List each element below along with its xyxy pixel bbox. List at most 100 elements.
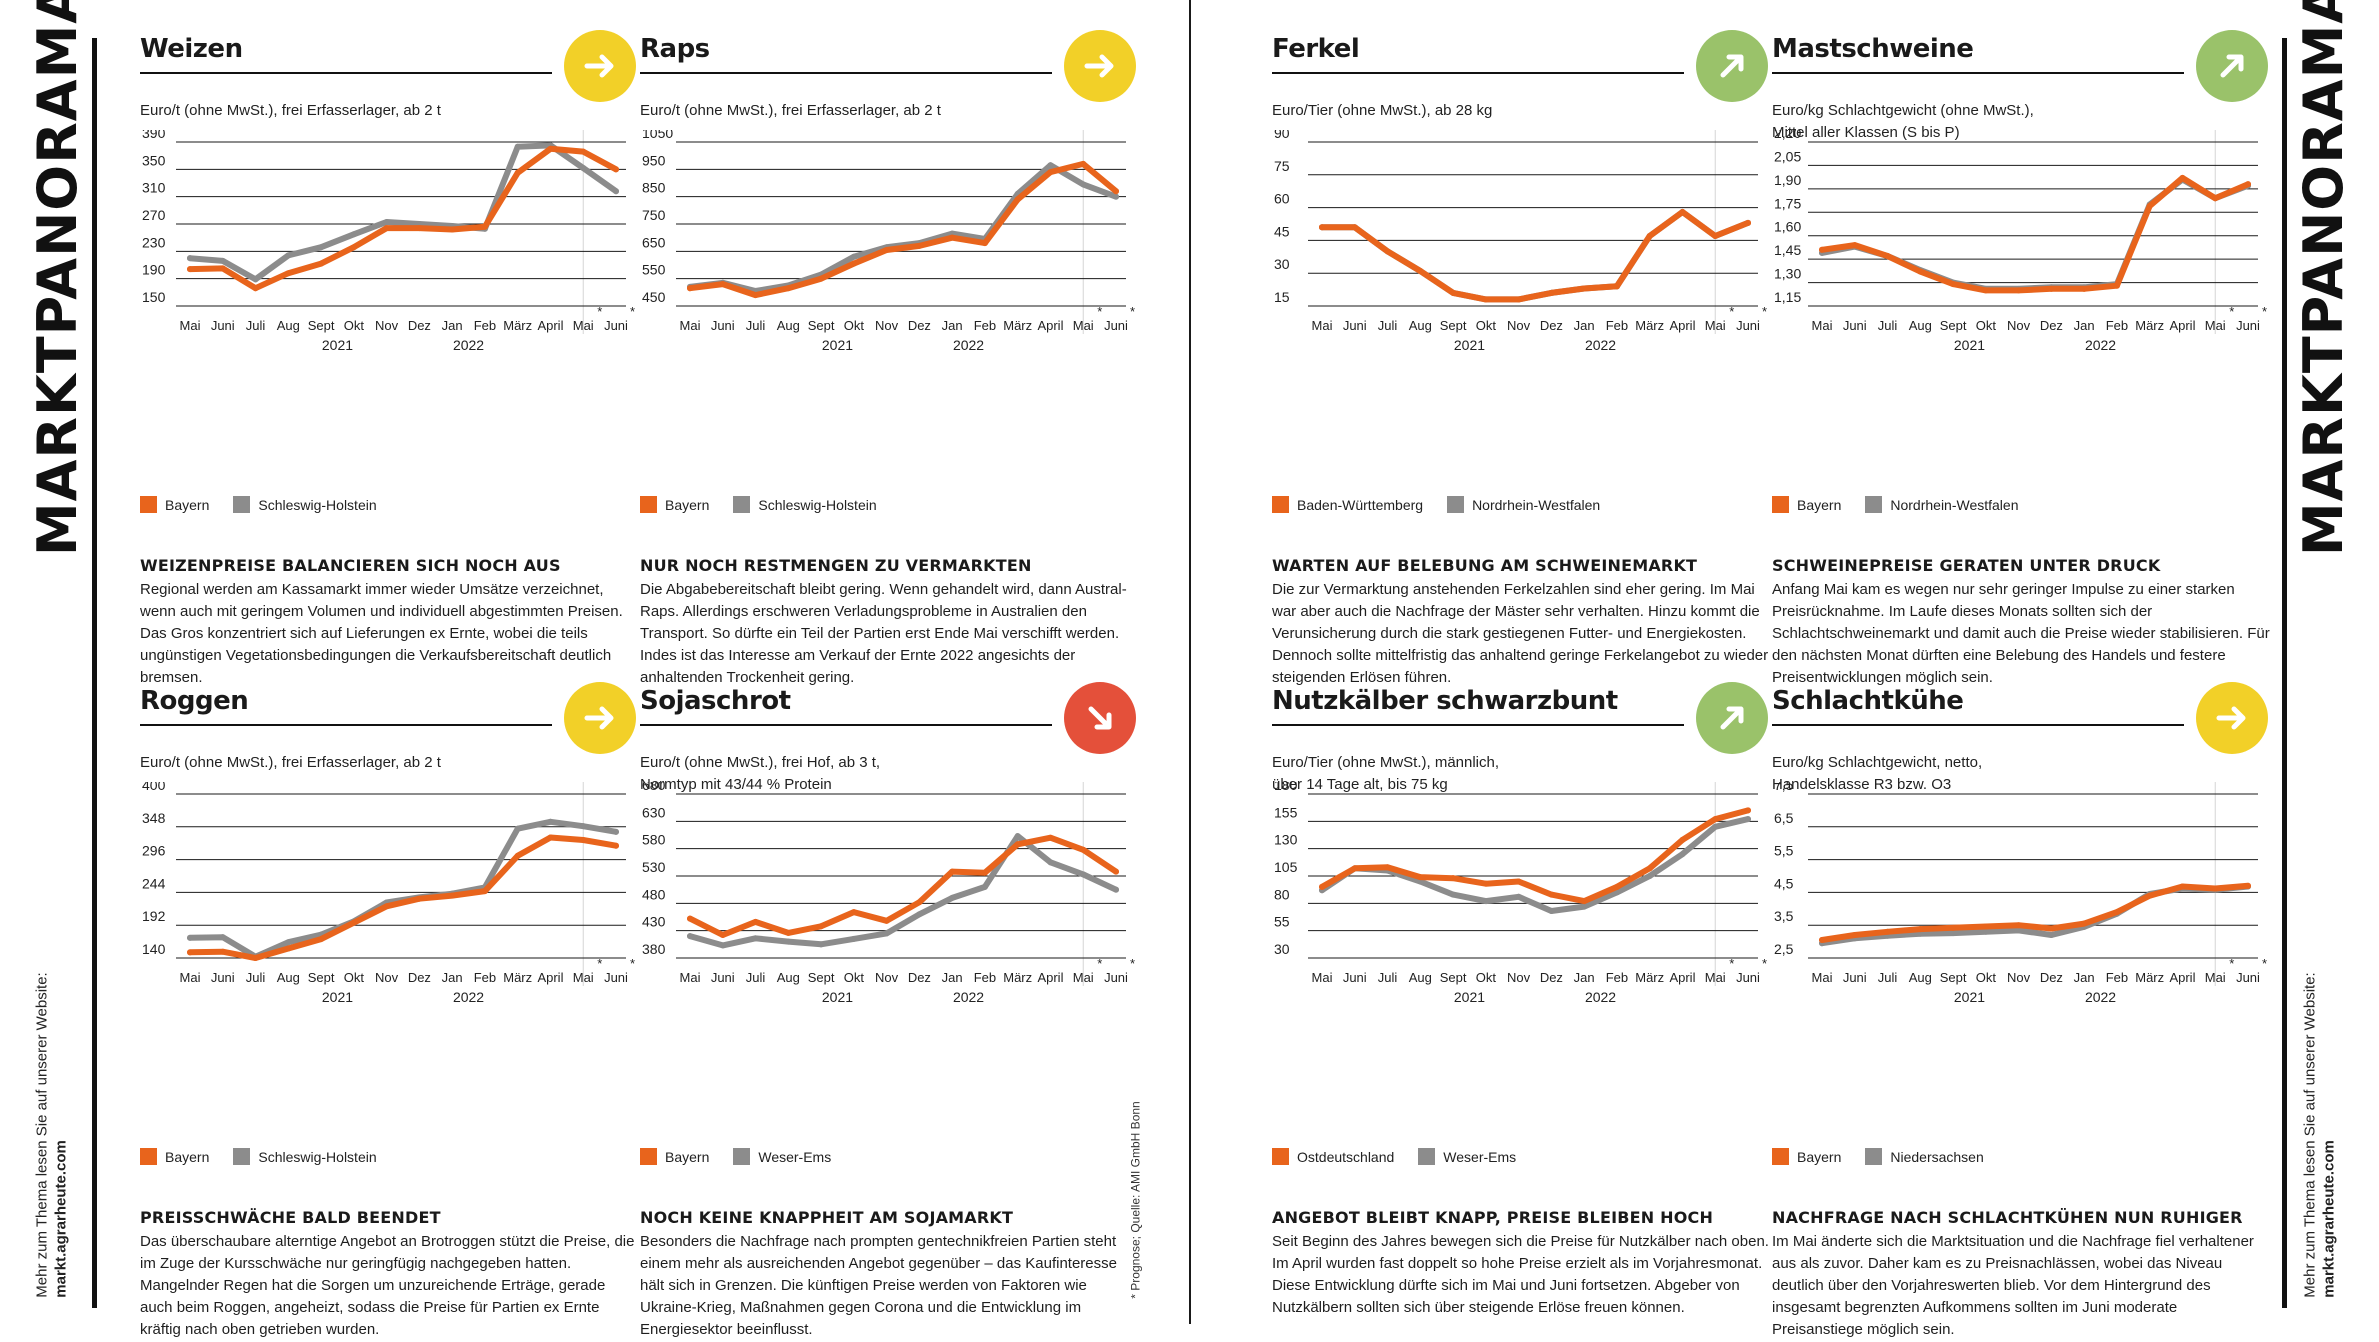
data-point (752, 918, 759, 925)
data-point (2146, 892, 2153, 899)
x-tick-label: Juni (211, 318, 235, 333)
data-point (1450, 891, 1457, 898)
legend-item: Bayern (140, 496, 209, 513)
trend-arrow-down-icon (1064, 682, 1136, 754)
y-tick-label: 1,45 (1774, 242, 1801, 258)
data-point (818, 275, 825, 282)
unit-label: Euro/t (ohne MwSt.), frei Erfasserlager,… (140, 102, 441, 119)
legend-swatch (733, 1148, 751, 1165)
data-point (1080, 846, 1087, 853)
x-tick-label: Feb (2106, 318, 2128, 333)
legend-item: Bayern (640, 1148, 709, 1165)
data-point (883, 246, 890, 253)
website-note-text: Mehr zum Thema lesen Sie auf unserer Web… (2302, 972, 2319, 1298)
data-point (1851, 242, 1858, 249)
x-tick-label: Nov (2007, 970, 2031, 985)
data-point (981, 869, 988, 876)
article-body: Seit Beginn des Jahres bewegen sich die … (1272, 1233, 1769, 1316)
legend-label: Bayern (665, 496, 710, 513)
data-point (1712, 816, 1719, 823)
x-tick-label: Okt (844, 318, 865, 333)
data-point (1047, 859, 1054, 866)
panel-header: Mastschweine (1772, 30, 2272, 140)
title-rule (1272, 72, 1684, 74)
data-point (752, 292, 759, 299)
data-point (1679, 851, 1686, 858)
data-point (719, 942, 726, 949)
data-point (2113, 909, 2120, 916)
website-link[interactable]: markt.agrarheute.com (53, 1140, 70, 1298)
legend-swatch (1447, 496, 1465, 513)
article-body: Regional werden am Kassamarkt immer wied… (140, 581, 623, 686)
arrow-glyph (1088, 706, 1112, 730)
y-tick-label: 4,5 (1774, 875, 1794, 891)
x-tick-label: Jan (942, 318, 963, 333)
legend-label: Weser-Ems (1443, 1148, 1517, 1165)
data-point (1450, 289, 1457, 296)
forecast-star: * (2262, 956, 2267, 971)
market-article: Warten auf Belebung am Schweinemarkt Die … (1272, 556, 1772, 689)
data-point (514, 852, 521, 859)
line-chart: 400 348 296 244 192 140 Mai Juni Juli Aug Sept Okt N… (142, 782, 635, 1005)
data-point (187, 934, 193, 941)
x-tick-label: April (1037, 318, 1063, 333)
series-line-primary (187, 834, 619, 961)
data-point (1417, 874, 1424, 881)
x-tick-label: Mai (573, 970, 594, 985)
data-point (350, 244, 357, 251)
legend-swatch (1865, 496, 1883, 513)
legend-item: Bayern (640, 496, 709, 513)
title-rule (640, 724, 1052, 726)
forecast-star: * (1762, 956, 1767, 971)
y-tick-label: 580 (642, 832, 666, 848)
legend-item: Nordrhein-Westfalen (1447, 496, 1600, 513)
article-body: Im Mai änderte sich die Marktsituation u… (1772, 1233, 2254, 1338)
forecast-star: * (1130, 956, 1135, 971)
x-tick-label: Juni (1736, 970, 1760, 985)
x-tick-label: Jan (442, 970, 463, 985)
x-tick-label: Feb (974, 970, 996, 985)
data-point (818, 941, 825, 948)
data-point (752, 935, 759, 942)
x-tick-label: Sept (1940, 970, 1967, 985)
data-point (252, 285, 259, 292)
data-point (1548, 891, 1555, 898)
forecast-star: * (2229, 956, 2234, 971)
data-point (318, 244, 325, 251)
x-tick-label: Juni (1104, 318, 1128, 333)
x-tick-label: April (1669, 970, 1695, 985)
legend-item: Weser-Ems (733, 1148, 831, 1165)
forecast-star: * (1729, 956, 1734, 971)
arrow-glyph (1084, 54, 1114, 78)
website-link[interactable]: markt.agrarheute.com (2321, 1140, 2338, 1298)
data-point (1982, 928, 1989, 935)
y-tick-label: 1,75 (1774, 195, 1801, 211)
x-tick-label: Okt (1976, 970, 1997, 985)
x-tick-label: Jan (442, 318, 463, 333)
data-point (1613, 883, 1620, 890)
y-tick-label: 2,5 (1774, 941, 1794, 957)
data-point (318, 936, 325, 943)
forecast-star: * (1729, 304, 1734, 319)
section-title-right: MARKTPANORAMA (2293, 0, 2356, 556)
y-tick-label: 130 (1274, 832, 1298, 848)
data-point (1679, 208, 1686, 215)
x-tick-label: Dez (908, 970, 931, 985)
year-label: 2021 (822, 989, 853, 1005)
legend-label: Bayern (165, 496, 210, 513)
data-point (2048, 285, 2055, 292)
x-tick-label: Sept (1440, 318, 1467, 333)
legend-swatch (1272, 1148, 1289, 1165)
series-line-primary (1319, 209, 1751, 303)
line-chart: 7,5 6,5 5,5 4,5 3,5 2,5 Mai Juni Juli Aug Sept Okt N… (1774, 782, 2267, 1005)
title-rule (1772, 72, 2184, 74)
x-tick-label: Okt (344, 318, 365, 333)
legend-label: Niedersachsen (1890, 1148, 1984, 1165)
data-point (219, 265, 226, 272)
legend-item: Nordrhein-Westfalen (1865, 496, 2019, 513)
x-tick-label: Juli (1878, 970, 1898, 985)
market-article: Nachfrage nach Schlachtkühen nun ruhiger… (1772, 1208, 2272, 1341)
x-tick-label: Jan (1574, 970, 1595, 985)
x-tick-label: Juni (711, 970, 735, 985)
trend-arrow-right-icon (564, 682, 636, 754)
